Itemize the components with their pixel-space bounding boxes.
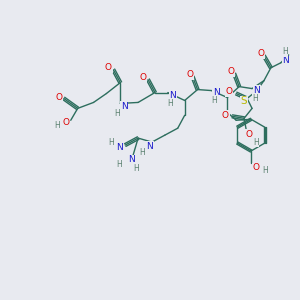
Text: O: O: [105, 63, 112, 72]
Text: S: S: [241, 97, 247, 106]
Text: H: H: [139, 148, 145, 158]
Text: O: O: [186, 70, 193, 79]
Text: O: O: [257, 50, 265, 58]
Text: O: O: [62, 118, 69, 127]
Text: H: H: [253, 138, 259, 147]
Text: N: N: [282, 56, 289, 65]
Text: H: H: [212, 96, 217, 105]
Text: H: H: [114, 109, 120, 118]
Text: N: N: [121, 102, 128, 111]
Text: H: H: [167, 99, 173, 108]
Text: N: N: [116, 142, 123, 152]
Text: O: O: [246, 130, 253, 139]
Text: H: H: [109, 138, 114, 147]
Text: H: H: [282, 47, 288, 56]
Text: N: N: [147, 142, 153, 151]
Text: N: N: [254, 86, 260, 95]
Text: O: O: [228, 67, 235, 76]
Text: N: N: [213, 88, 220, 97]
Text: H: H: [262, 166, 268, 175]
Text: O: O: [56, 93, 62, 102]
Text: O: O: [226, 87, 233, 96]
Text: H: H: [133, 164, 139, 173]
Text: H: H: [54, 121, 60, 130]
Text: H: H: [116, 160, 122, 169]
Text: H: H: [252, 94, 258, 103]
Text: N: N: [169, 91, 176, 100]
Text: O: O: [140, 73, 147, 82]
Text: N: N: [128, 155, 135, 164]
Text: O: O: [222, 111, 229, 120]
Text: O: O: [253, 163, 260, 172]
